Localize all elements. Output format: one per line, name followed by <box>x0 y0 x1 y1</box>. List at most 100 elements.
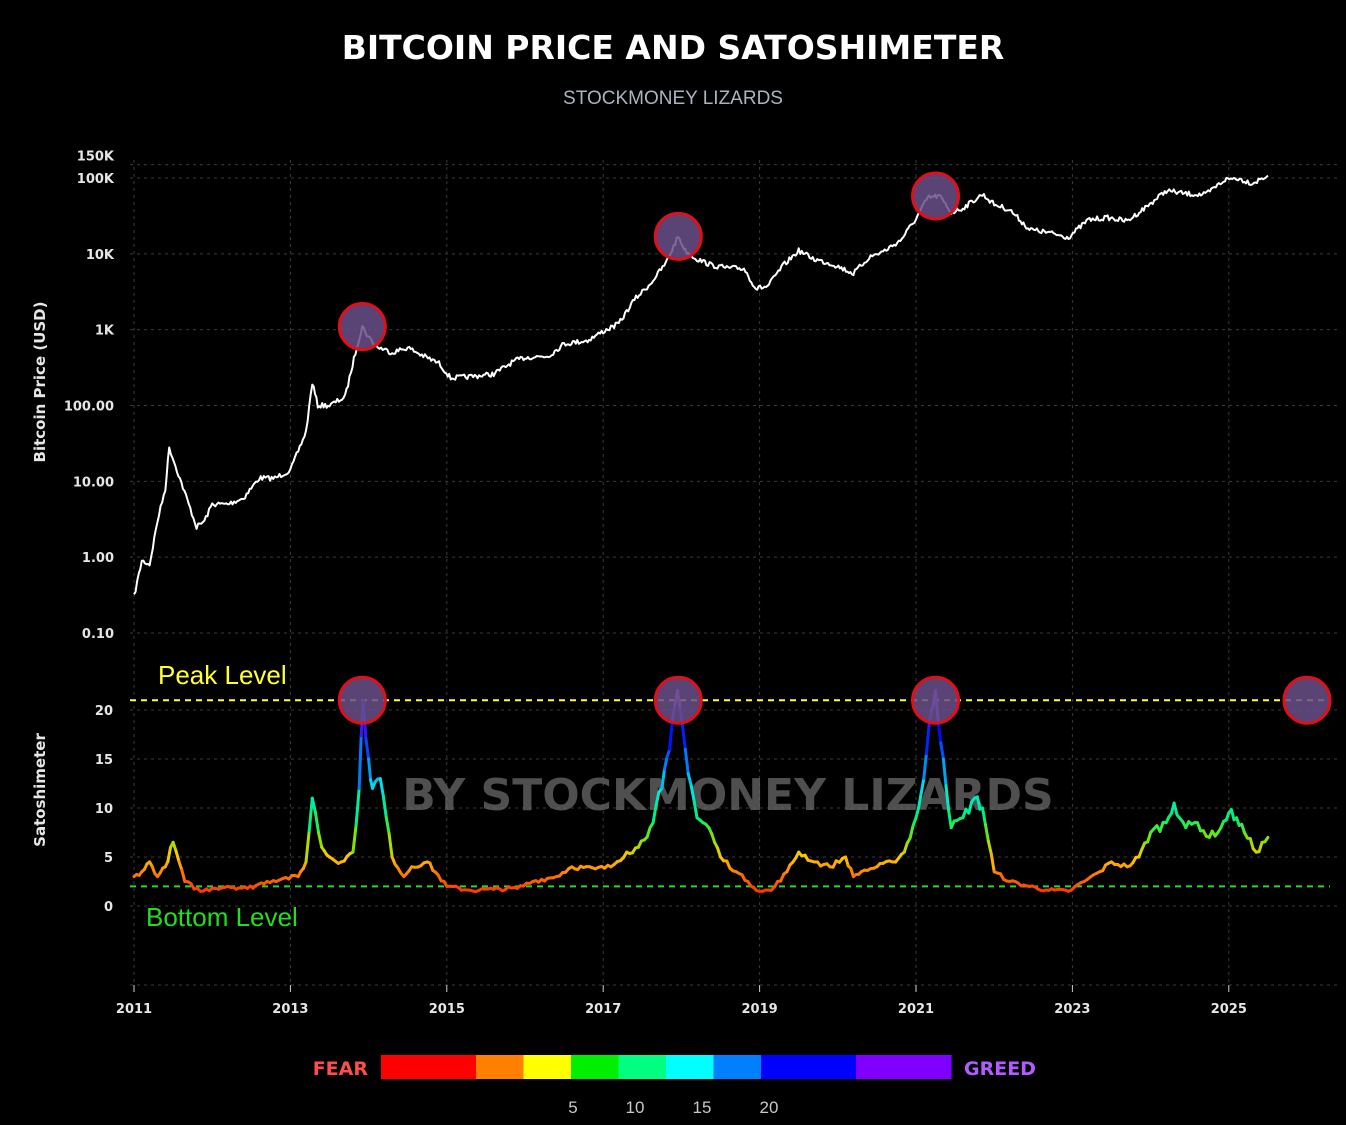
price-series <box>133 174 1269 595</box>
price-axis-label: Bitcoin Price (USD) <box>31 302 49 463</box>
legend-swatch <box>571 1055 620 1079</box>
satoshimeter-peak-marker <box>653 675 703 725</box>
satoshimeter-peak-marker <box>1282 675 1332 725</box>
x-tick-label: 2023 <box>1054 1002 1090 1017</box>
satoshimeter-segment <box>651 804 658 825</box>
satoshimeter-segment <box>364 736 371 761</box>
satoshimeter-segment <box>983 822 990 843</box>
satoshimeter-segment <box>378 777 385 798</box>
satoshimeter-segment <box>1172 801 1179 817</box>
x-tick-label: 2025 <box>1211 1002 1247 1017</box>
price-peak-marker <box>337 302 387 352</box>
satoshimeter-segment <box>1158 820 1165 833</box>
satoshimeter-segment <box>307 796 314 833</box>
legend-swatch <box>856 1055 905 1079</box>
legend-swatch <box>618 1055 667 1079</box>
satoshimeter-tick-label: 10 <box>95 802 113 817</box>
satoshimeter-segment <box>908 824 915 840</box>
satoshimeter-segment <box>317 831 324 849</box>
satoshimeter-segment <box>922 752 928 781</box>
fear-greed-legend: FEAR GREED 5 10 15 20 <box>313 1055 1036 1117</box>
price-tick-label: 100K <box>77 172 115 187</box>
satoshimeter-segment <box>902 841 909 854</box>
satoshimeter-segment <box>645 826 652 839</box>
satoshimeter-segment <box>924 724 931 756</box>
satoshimeter-tick-label: 0 <box>104 900 113 915</box>
peak-level-label: Peak Level <box>158 660 287 690</box>
satoshimeter-segment <box>989 852 996 874</box>
satoshimeter-segment <box>683 747 690 776</box>
satoshimeter-segment <box>939 741 945 761</box>
satoshimeter-segment <box>681 725 687 751</box>
satoshimeter-segment <box>174 849 181 864</box>
price-tick-label: 10K <box>86 248 115 263</box>
satoshimeter-segment <box>716 846 722 859</box>
legend-tick-label: 20 <box>760 1098 779 1117</box>
satoshimeter-segment <box>384 815 391 836</box>
satoshimeter-peak-marker <box>337 675 387 725</box>
satoshimeter-segment <box>180 868 187 883</box>
satoshimeter-segment <box>944 784 951 812</box>
satoshimeter-series <box>132 688 1270 893</box>
satoshimeter-segment <box>936 720 943 745</box>
price-tick-label: 1.00 <box>82 551 114 566</box>
satoshimeter-segment <box>1248 837 1255 851</box>
legend-ticks: 5 10 15 20 <box>568 1098 778 1117</box>
chart-subtitle: STOCKMONEY LIZARDS <box>563 88 783 109</box>
satoshimeter-segment <box>917 791 923 810</box>
satoshimeter-segment <box>351 823 358 854</box>
legend-greed-label: GREED <box>964 1058 1036 1080</box>
satoshimeter-gridlines <box>130 160 1340 986</box>
legend-swatch <box>428 1055 477 1079</box>
legend-swatch <box>808 1055 857 1079</box>
x-tick-label: 2021 <box>898 1002 934 1017</box>
legend-swatch <box>666 1055 715 1079</box>
price-peak-marker <box>653 211 703 261</box>
price-tick-label: 1K <box>95 324 115 339</box>
satoshimeter-segment <box>686 772 693 788</box>
satoshimeter-segment <box>387 832 394 859</box>
satoshimeter-segment <box>844 855 850 868</box>
x-tick-label: 2017 <box>585 1002 621 1017</box>
x-tick-label: 2011 <box>116 1002 152 1017</box>
legend-swatch <box>903 1055 952 1079</box>
chart-title: BITCOIN PRICE AND SATOSHIMETER <box>342 28 1005 67</box>
satoshimeter-segment <box>663 755 669 771</box>
legend-color-bar <box>381 1055 952 1079</box>
satoshimeter-segment <box>1257 840 1264 854</box>
satoshimeter-segment <box>914 806 921 820</box>
legend-fear-label: FEAR <box>313 1058 369 1080</box>
satoshimeter-segment <box>660 767 666 790</box>
satoshimeter-segment <box>177 860 184 872</box>
satoshimeter-segment <box>710 832 717 844</box>
satoshimeter-segment <box>967 800 974 815</box>
price-tick-label: 0.10 <box>82 627 114 642</box>
satoshimeter-segment <box>941 757 948 788</box>
legend-tick-label: 15 <box>693 1098 712 1117</box>
satoshimeter-segment <box>357 734 363 790</box>
satoshimeter-segment <box>986 839 993 856</box>
x-axis-ticks: 2011 2013 2015 2017 2019 2021 2023 2025 <box>116 985 1247 1017</box>
satoshimeter-axis-ticks: 0 5 10 15 20 <box>95 704 113 915</box>
satoshimeter-segment <box>354 786 361 827</box>
satoshimeter-segment <box>947 808 953 830</box>
price-tick-label: 10.00 <box>73 475 114 490</box>
satoshimeter-tick-label: 5 <box>104 851 113 866</box>
satoshimeter-segment <box>1263 835 1270 844</box>
satoshimeter-segment <box>654 790 661 808</box>
legend-swatch <box>523 1055 572 1079</box>
satoshimeter-axis-label: Satoshimeter <box>31 733 49 847</box>
legend-swatch <box>713 1055 762 1079</box>
satoshimeter-segment <box>381 794 388 819</box>
satoshimeter-tick-label: 15 <box>95 753 113 768</box>
satoshimeter-segment <box>689 784 696 803</box>
satoshimeter-segment <box>1229 808 1236 822</box>
price-line <box>133 174 1269 595</box>
satoshimeter-segment <box>304 829 311 864</box>
satoshimeter-segment <box>313 810 321 835</box>
cycle-peak-markers <box>337 171 1332 725</box>
x-tick-label: 2015 <box>429 1002 465 1017</box>
legend-tick-label: 5 <box>568 1098 577 1117</box>
satoshimeter-peak-marker <box>911 675 961 725</box>
